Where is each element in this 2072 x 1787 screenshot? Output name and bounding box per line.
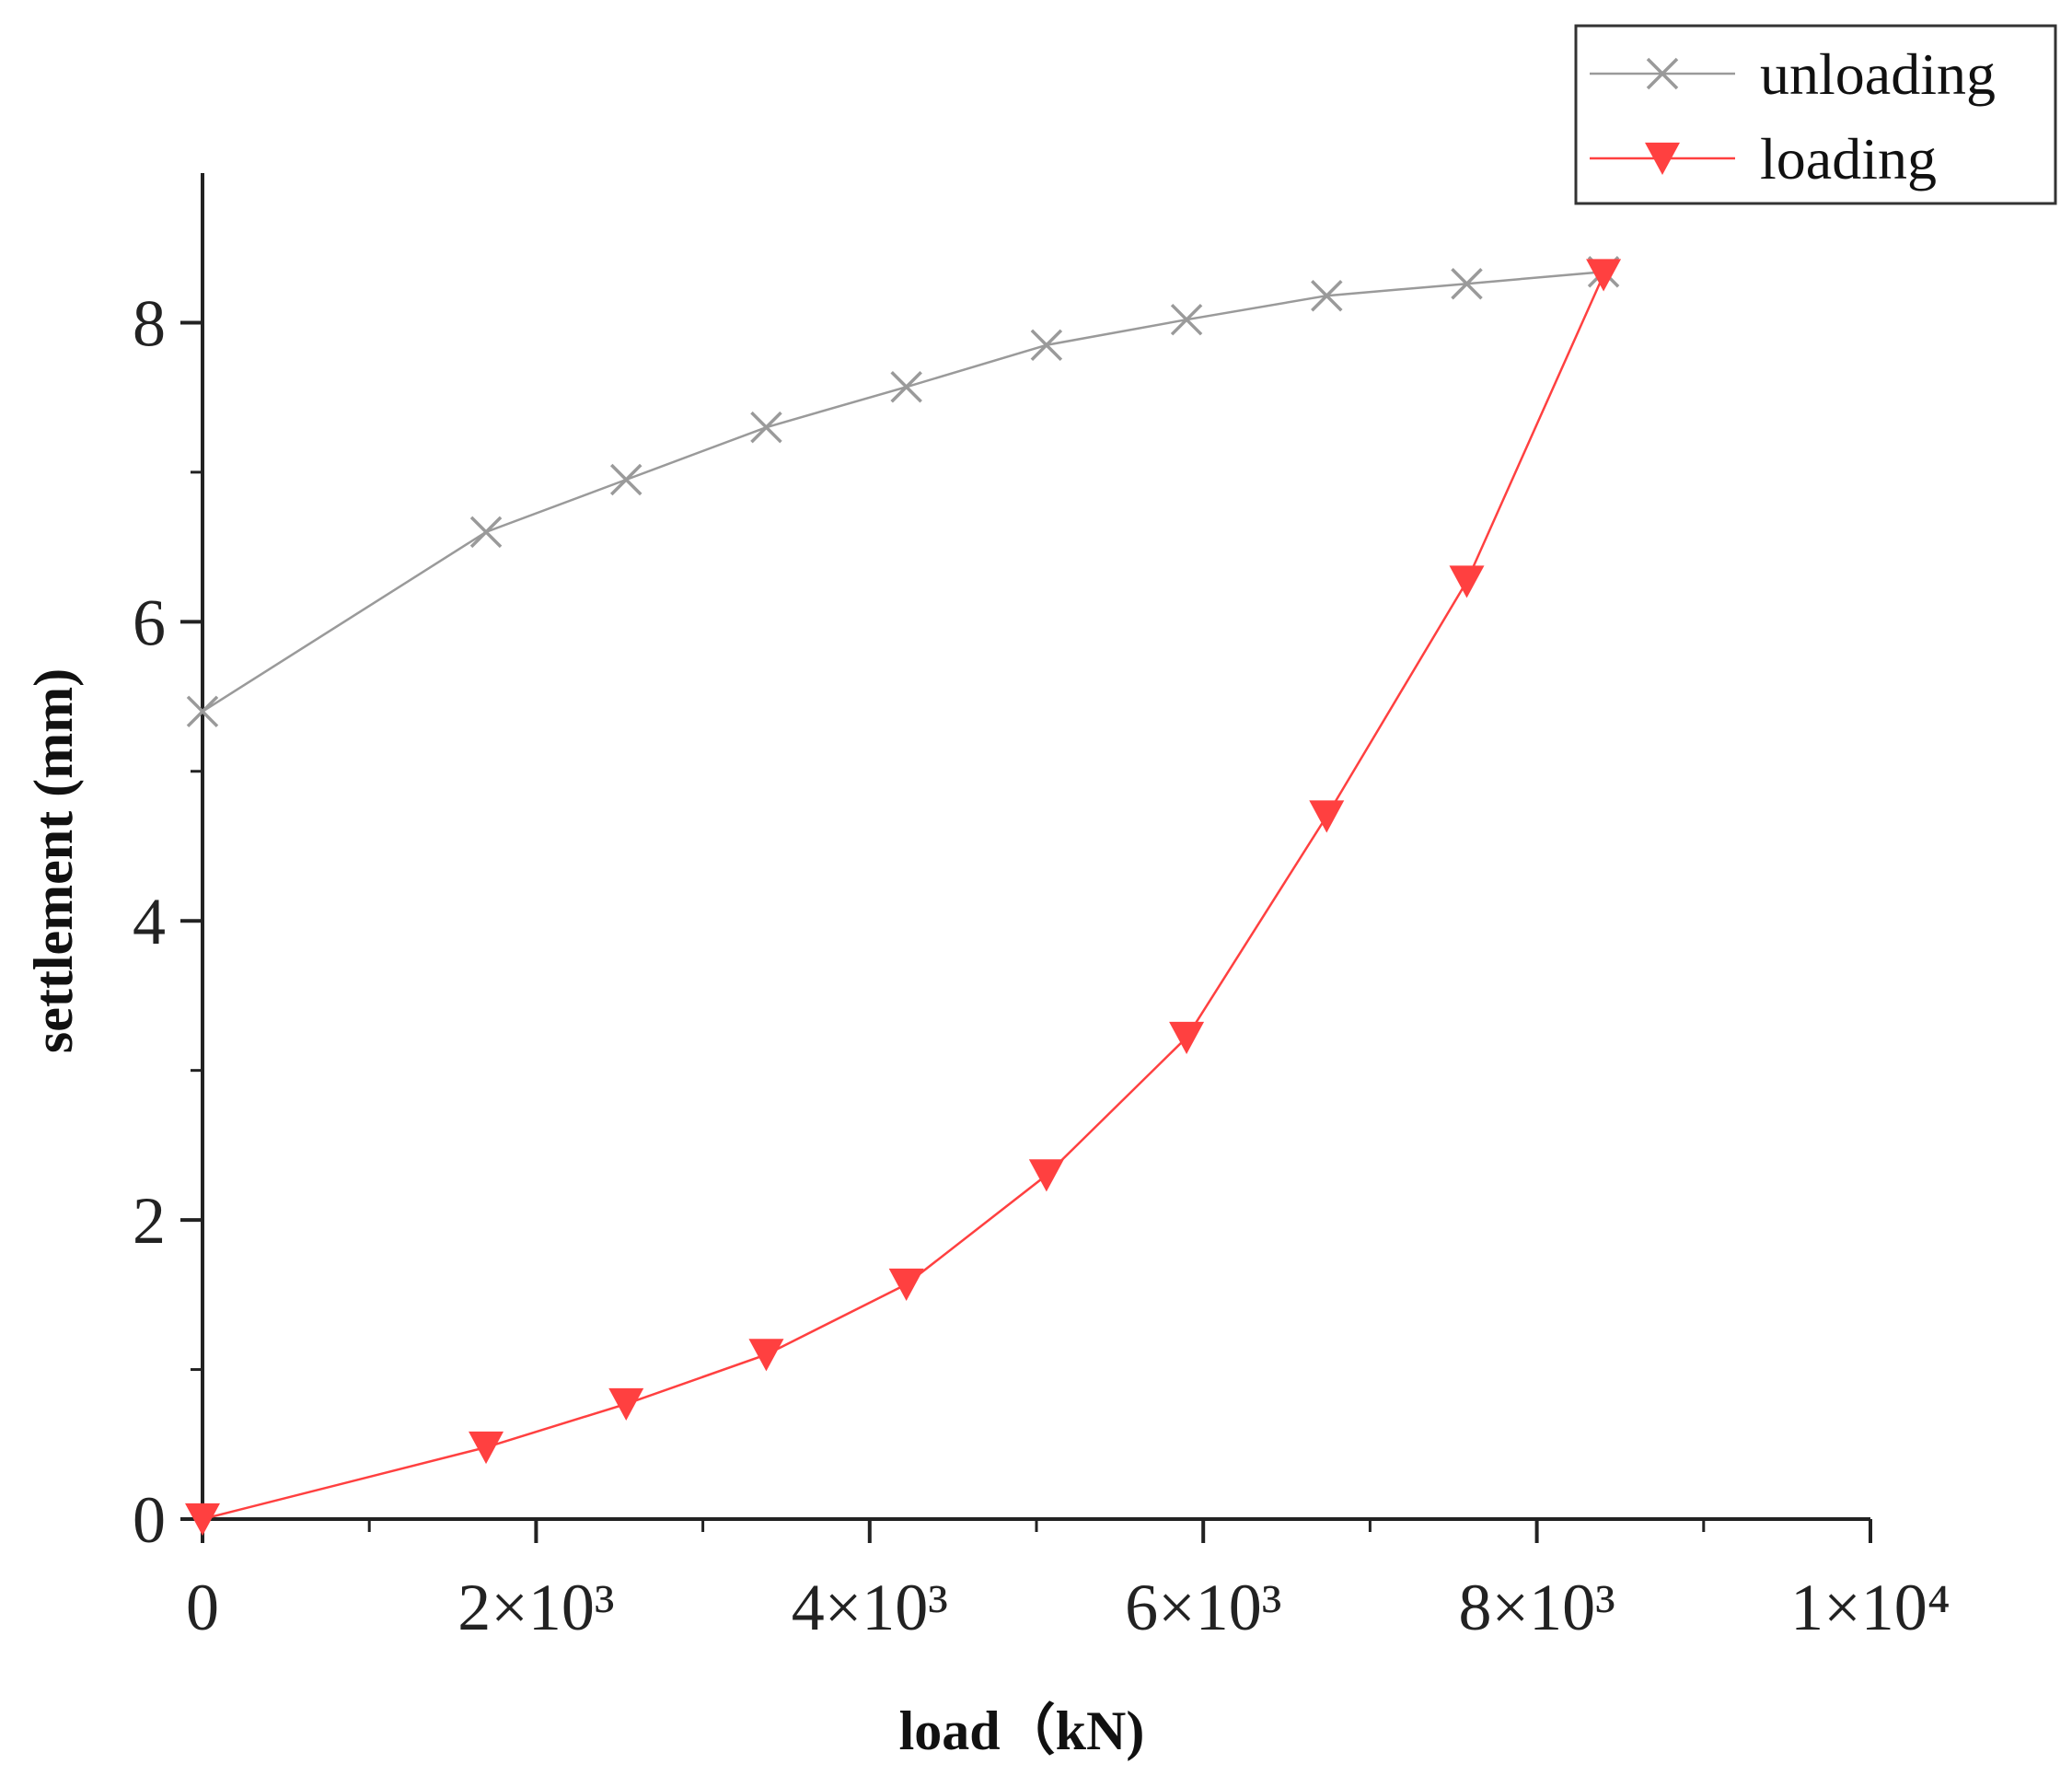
series-layer	[185, 255, 1622, 1537]
marker-stroke	[750, 411, 782, 444]
y-tick-label: 2	[133, 1184, 166, 1258]
data-point	[888, 1268, 924, 1302]
marker-stroke	[186, 695, 219, 728]
legend: unloading loading	[1574, 24, 2057, 205]
marker-stroke	[1646, 57, 1679, 90]
marker-stroke	[610, 463, 642, 496]
y-axis-title: settlement (mm)	[23, 668, 84, 1053]
y-ticks: 0 2 4 6 8	[133, 286, 203, 1557]
series-line	[202, 273, 1605, 1521]
legend-marker	[1646, 57, 1679, 90]
marker-stroke	[469, 516, 503, 549]
x-tick-label: 1×10⁴	[1790, 1571, 1950, 1644]
data-point	[1030, 329, 1063, 362]
legend-box	[1574, 24, 2057, 205]
data-point	[1451, 267, 1483, 300]
data-point	[1586, 259, 1622, 292]
legend-marker	[1645, 142, 1680, 176]
data-point	[750, 411, 782, 444]
marker-stroke	[890, 371, 922, 403]
data-point	[1028, 1159, 1064, 1192]
y-tick-label: 4	[133, 885, 166, 958]
data-point	[1449, 565, 1485, 598]
marker-stroke	[1311, 279, 1343, 312]
data-point	[469, 516, 503, 549]
data-point	[185, 1503, 220, 1537]
data-point	[890, 371, 922, 403]
data-point	[1170, 303, 1203, 336]
data-point	[1309, 800, 1345, 833]
data-point	[748, 1339, 784, 1372]
axes	[201, 173, 1870, 1521]
x-tick-label: 8×10³	[1458, 1571, 1615, 1644]
x-tick-label: 2×10³	[457, 1571, 614, 1644]
x-tick-label: 6×10³	[1125, 1571, 1281, 1644]
marker-stroke	[1451, 267, 1483, 300]
data-point	[1311, 279, 1343, 312]
series-unloading	[186, 255, 1620, 728]
data-point	[469, 1431, 504, 1465]
data-point	[186, 695, 219, 728]
marker-stroke	[1170, 303, 1203, 336]
legend-label: unloading	[1760, 41, 1996, 107]
legend-label: loading	[1760, 126, 1937, 191]
series-line	[202, 270, 1604, 713]
y-tick-label: 8	[133, 286, 166, 360]
legend-items: unloading loading	[1590, 41, 1996, 191]
data-point	[608, 1387, 644, 1421]
data-point	[610, 463, 642, 496]
y-tick-label: 6	[133, 586, 166, 659]
x-tick-label: 4×10³	[792, 1571, 948, 1644]
x-axis-title: load（kN)	[899, 1700, 1145, 1761]
x-ticks: 0 2×10³ 4×10³ 6×10³ 8×10³ 1×10⁴	[186, 1519, 1950, 1644]
y-tick-label: 0	[133, 1483, 166, 1557]
series-loading	[185, 259, 1622, 1537]
x-tick-label: 0	[186, 1571, 219, 1644]
data-point	[1169, 1021, 1205, 1054]
marker-stroke	[1030, 329, 1063, 362]
